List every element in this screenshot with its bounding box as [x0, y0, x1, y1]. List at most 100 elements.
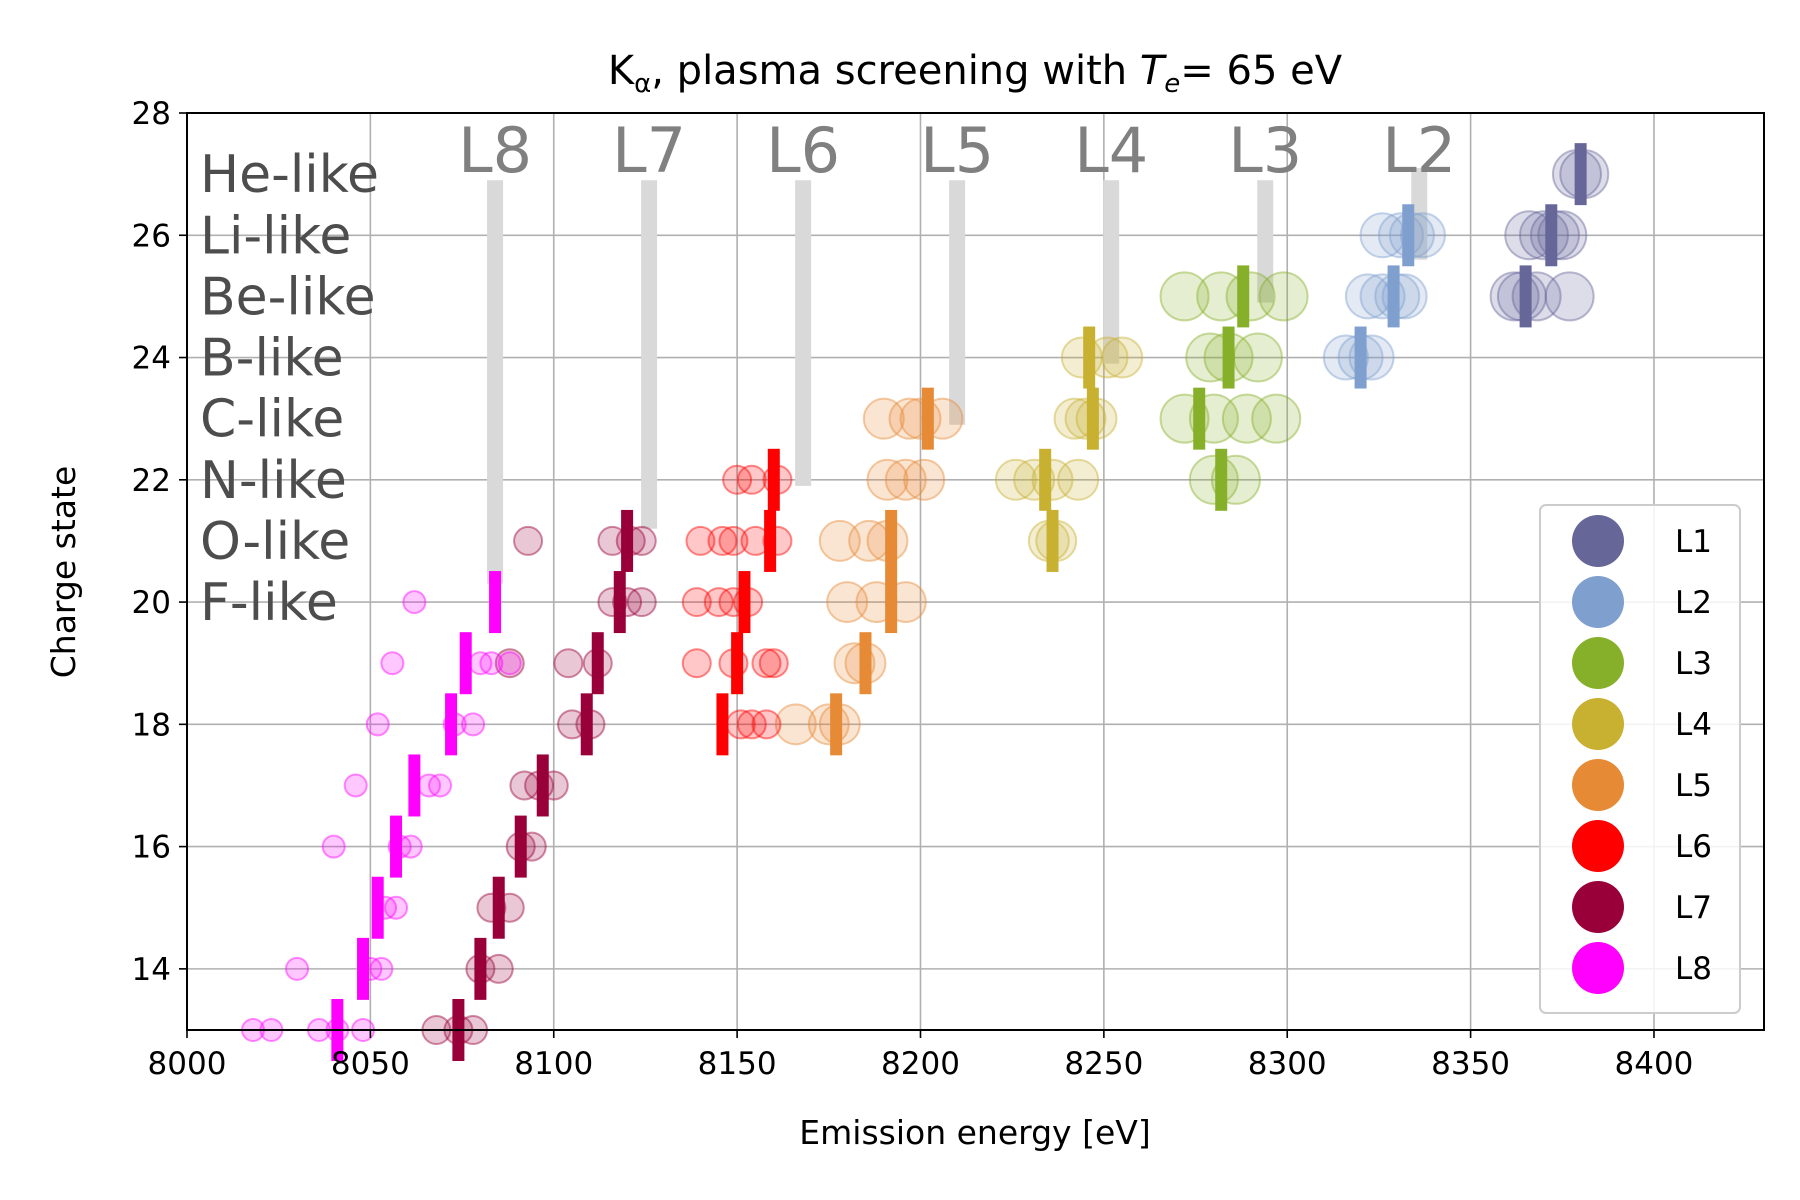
mean-marker-l4 — [1039, 448, 1052, 511]
data-point-l3 — [1221, 393, 1272, 444]
mean-marker-l8 — [489, 571, 502, 634]
edge-bar — [1411, 168, 1428, 260]
data-point-l5 — [774, 703, 817, 746]
y-axis-label: Charge state — [44, 466, 83, 679]
mean-marker-l2 — [1402, 204, 1415, 267]
y-tick-label: 22 — [132, 463, 171, 499]
mean-marker-l8 — [408, 754, 421, 817]
legend-marker-l3 — [1572, 637, 1624, 689]
data-point-l8 — [398, 834, 423, 859]
mean-marker-l5 — [885, 571, 898, 634]
data-point-l6 — [685, 525, 716, 556]
edge-label: L7 — [612, 114, 686, 187]
mean-marker-l1 — [1519, 265, 1532, 328]
legend-marker-l1 — [1572, 515, 1624, 567]
data-point-l7 — [553, 648, 584, 679]
mean-marker-l1 — [1574, 143, 1587, 206]
mean-marker-l6 — [738, 571, 751, 634]
data-point-l3 — [1258, 271, 1309, 322]
ion-label: B-like — [200, 329, 344, 389]
mean-marker-l3 — [1222, 326, 1235, 389]
y-tick-label: 24 — [132, 341, 171, 377]
data-point-l6 — [722, 464, 753, 495]
legend-label: L5 — [1675, 768, 1712, 804]
y-tick-label: 20 — [132, 585, 171, 621]
mean-marker-l8 — [445, 693, 458, 756]
x-tick-label: 8350 — [1431, 1046, 1510, 1082]
data-point-l7 — [483, 953, 514, 984]
data-point-l8 — [461, 712, 486, 737]
edge-label: L3 — [1228, 114, 1302, 187]
data-point-l5 — [826, 581, 869, 624]
data-point-l8 — [384, 895, 409, 920]
edge-label: L2 — [1382, 114, 1456, 187]
mean-marker-l3 — [1215, 448, 1228, 511]
mean-marker-l3 — [1193, 387, 1206, 450]
mean-marker-l6 — [764, 509, 777, 572]
data-point-l4 — [1057, 458, 1100, 501]
data-point-l6 — [736, 464, 767, 495]
legend-label: L6 — [1675, 829, 1712, 865]
data-point-l7 — [494, 648, 525, 679]
legend-label: L1 — [1675, 524, 1712, 560]
data-point-l8 — [369, 956, 394, 981]
legend-marker-l5 — [1572, 759, 1624, 811]
data-point-l8 — [343, 773, 368, 798]
mean-marker-l4 — [1086, 387, 1099, 450]
data-point-l8 — [321, 834, 346, 859]
data-point-l7 — [513, 525, 544, 556]
y-tick-label: 28 — [132, 96, 171, 132]
legend-marker-l4 — [1572, 698, 1624, 750]
legend-label: L4 — [1675, 707, 1712, 743]
ion-label: Li-like — [200, 206, 351, 266]
data-point-l6 — [758, 648, 789, 679]
mean-marker-l8 — [357, 937, 370, 1000]
y-tick-label: 18 — [132, 707, 171, 743]
data-point-l8 — [497, 651, 522, 676]
mean-marker-l7 — [580, 693, 593, 756]
legend-label: L2 — [1675, 585, 1712, 621]
mean-marker-l6 — [767, 448, 780, 511]
mean-marker-l2 — [1387, 265, 1400, 328]
data-point-l6 — [736, 709, 767, 740]
mean-markers — [331, 143, 1587, 1061]
mean-marker-l7 — [536, 754, 549, 817]
mean-marker-l6 — [716, 693, 729, 756]
legend-label: L3 — [1675, 646, 1712, 682]
y-tick-label: 14 — [132, 952, 171, 988]
mean-marker-l3 — [1237, 265, 1250, 328]
data-point-l4 — [1101, 336, 1144, 379]
mean-marker-l7 — [492, 876, 505, 939]
mean-marker-l4 — [1046, 509, 1059, 572]
data-point-l3 — [1251, 393, 1302, 444]
edge-labels: L8 L7 L6 L5 L4 L3 L2 — [458, 114, 1456, 187]
x-tick-label: 8000 — [148, 1046, 227, 1082]
data-point-l5 — [884, 458, 927, 501]
mean-marker-l8 — [459, 632, 472, 695]
data-point-l5 — [903, 458, 946, 501]
ion-label: C-like — [200, 390, 344, 450]
mean-marker-l5 — [830, 693, 843, 756]
chart-title: Kα, plasma screening with Te= 65 eV — [608, 48, 1343, 99]
x-tick-label: 8150 — [698, 1046, 777, 1082]
axes: 8000 8050 8100 8150 8200 8250 8300 8350 8400 14 16… — [132, 96, 1765, 1082]
ion-label: Be-like — [200, 267, 376, 327]
mean-marker-l1 — [1545, 204, 1558, 267]
mean-marker-l7 — [514, 815, 527, 878]
data-point-l6 — [718, 525, 749, 556]
legend-marker-l8 — [1572, 942, 1624, 994]
ion-label: O-like — [200, 512, 350, 572]
edge-bar — [487, 180, 504, 584]
x-tick-label: 8250 — [1064, 1046, 1143, 1082]
mean-marker-l7 — [474, 937, 487, 1000]
ion-label: He-like — [200, 145, 379, 205]
mean-marker-l7 — [591, 632, 604, 695]
data-point-l7 — [626, 587, 657, 618]
data-point-l6 — [703, 587, 734, 618]
mean-marker-l8 — [371, 876, 384, 939]
ion-label: F-like — [200, 573, 338, 633]
mean-marker-l7 — [613, 571, 626, 634]
data-point-l6 — [707, 525, 738, 556]
